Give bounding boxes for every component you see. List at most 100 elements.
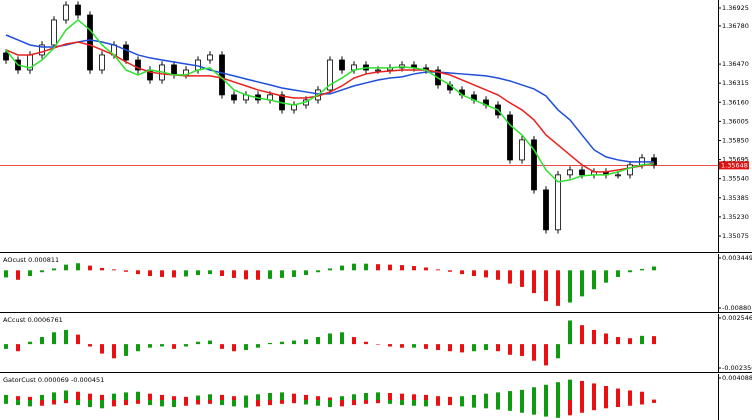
histogram-bar [496, 392, 500, 401]
histogram-bar [100, 344, 104, 354]
histogram-bar [436, 269, 440, 271]
histogram-bar [556, 382, 560, 401]
histogram-bar [556, 270, 560, 306]
histogram-bar [232, 270, 236, 278]
candle-body [543, 189, 549, 231]
y-tick-label: 1.35850 [722, 136, 749, 144]
candle-body [531, 139, 537, 191]
candle-body [567, 169, 573, 176]
histogram-bar [532, 400, 536, 415]
histogram-bar [376, 344, 380, 345]
indicator-title: AOcust 0.000811 [3, 256, 59, 264]
candle-body [171, 64, 177, 76]
histogram-bar [340, 332, 344, 345]
histogram-bar [112, 344, 116, 359]
histogram-bar [208, 400, 212, 404]
histogram-bar [172, 396, 176, 401]
histogram-bar [112, 400, 116, 407]
histogram-bar [100, 267, 104, 271]
histogram-bar [292, 340, 296, 345]
histogram-bar [4, 400, 8, 404]
histogram-bar [208, 340, 212, 345]
histogram-bar [496, 270, 500, 280]
histogram-bar [16, 270, 20, 280]
histogram-bar [472, 400, 476, 408]
histogram-bar [568, 320, 572, 345]
candle-body [375, 69, 381, 72]
histogram-bar [316, 270, 320, 273]
histogram-bar [76, 263, 80, 271]
histogram-bar [352, 400, 356, 406]
histogram-bar [256, 344, 260, 348]
histogram-bar [652, 400, 656, 403]
histogram-bar [448, 400, 452, 406]
histogram-bar [76, 391, 80, 401]
histogram-bar [508, 400, 512, 411]
histogram-bar [124, 400, 128, 406]
histogram-bar [4, 344, 8, 349]
y-tick-label: 1.36780 [722, 22, 749, 30]
histogram-bar [316, 396, 320, 401]
histogram-bar [268, 270, 272, 279]
histogram-bar [388, 400, 392, 404]
histogram-bar [280, 400, 284, 404]
histogram-bar [52, 392, 56, 401]
histogram-bar [412, 266, 416, 271]
y-tick-label: 0.004088 [722, 374, 752, 382]
histogram-bar [112, 393, 116, 401]
histogram-bar [304, 339, 308, 345]
histogram-bar [652, 399, 656, 401]
histogram-bar [280, 341, 284, 345]
histogram-bar [268, 342, 272, 345]
histogram-bar [436, 396, 440, 401]
histogram-bar [460, 400, 464, 407]
candle-body [507, 114, 513, 161]
histogram-bar [544, 270, 548, 302]
histogram-bar [340, 396, 344, 401]
histogram-bar [52, 400, 56, 405]
histogram-bar [580, 380, 584, 401]
histogram-bar [400, 400, 404, 406]
histogram-bar [88, 344, 92, 347]
histogram-bar [112, 269, 116, 271]
histogram-bar [208, 394, 212, 401]
histogram-bar [40, 270, 44, 273]
histogram-bar [412, 400, 416, 406]
histogram-bar [532, 270, 536, 294]
histogram-bar [328, 397, 332, 401]
histogram-bar [484, 393, 488, 401]
histogram-bar [16, 400, 20, 406]
candle-body [339, 59, 345, 71]
histogram-bar [220, 400, 224, 406]
histogram-bar [160, 400, 164, 407]
histogram-bar [196, 395, 200, 401]
y-tick-label: 0.003449 [722, 254, 752, 262]
histogram-bar [580, 400, 584, 413]
histogram-bar [532, 387, 536, 401]
histogram-bar [448, 344, 452, 352]
histogram-bar [424, 400, 428, 407]
histogram-bar [292, 393, 296, 401]
histogram-bar [256, 400, 260, 407]
histogram-bar [400, 265, 404, 271]
histogram-bar [232, 396, 236, 401]
histogram-bar [520, 344, 524, 356]
histogram-bar [424, 394, 428, 401]
y-tick-label: 1.36005 [722, 117, 749, 125]
histogram-bar [520, 400, 524, 413]
candle-body [627, 164, 633, 176]
histogram-bar [4, 270, 8, 278]
histogram-bar [592, 329, 596, 345]
indicator-title: GatorCust 0.000069 -0.000451 [3, 376, 104, 384]
histogram-bar [172, 400, 176, 408]
histogram-bar [640, 335, 644, 345]
histogram-bar [556, 400, 560, 418]
histogram-bar [184, 400, 188, 406]
histogram-bar [592, 270, 596, 290]
histogram-bar [136, 400, 140, 404]
histogram-bar [148, 393, 152, 401]
histogram-bar [64, 390, 68, 401]
histogram-bar [304, 394, 308, 401]
histogram-bar [604, 333, 608, 345]
histogram-bar [196, 400, 200, 405]
